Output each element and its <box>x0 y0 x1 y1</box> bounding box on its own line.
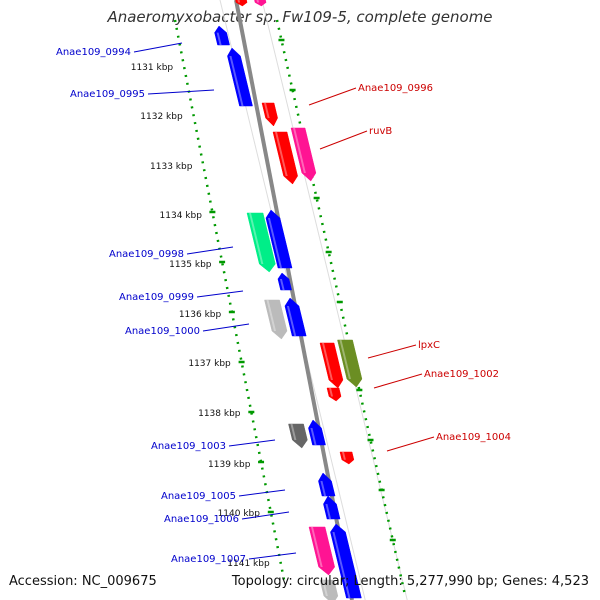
position-label: 1135 kbp <box>169 260 212 270</box>
gene-leader-line <box>373 373 423 389</box>
gene-arrow[interactable] <box>272 131 298 185</box>
gene-label[interactable]: Anae109_1005 <box>161 491 236 502</box>
gene-arrow-highlight <box>229 56 244 106</box>
gene-label[interactable]: Anae109_1004 <box>436 432 511 443</box>
gene-arrow-highlight <box>322 343 333 380</box>
gene-arrow[interactable] <box>326 387 342 402</box>
gene-arrow[interactable] <box>319 342 344 389</box>
gene-label[interactable]: ruvB <box>369 126 392 137</box>
gene-arrow[interactable] <box>214 25 230 46</box>
gene-leader-line <box>319 130 368 150</box>
position-label: 1132 kbp <box>140 112 183 122</box>
gene-arrow-highlight <box>237 0 241 3</box>
gene-arrow[interactable] <box>261 102 278 127</box>
position-label: 1131 kbp <box>131 63 174 73</box>
gene-arrow[interactable] <box>284 297 307 337</box>
gene-arrow-highlight <box>266 300 277 331</box>
position-label: 1141 kbp <box>227 559 270 569</box>
gene-arrow-highlight <box>249 213 264 264</box>
genome-summary: Topology: circular; Length: 5,277,990 bp… <box>231 574 589 589</box>
gene-arrow-highlight <box>286 306 297 336</box>
gene-arrow-highlight <box>339 340 351 379</box>
gene-arrow[interactable] <box>339 451 355 465</box>
gene-label[interactable]: Anae109_1000 <box>125 326 200 337</box>
position-label: 1134 kbp <box>160 211 203 221</box>
gene-arrow[interactable] <box>254 0 267 7</box>
gene-arrow-highlight <box>310 428 317 445</box>
gene-arrow-highlight <box>320 481 327 496</box>
gene-arrow[interactable] <box>319 579 339 600</box>
gene-arrow[interactable] <box>290 127 317 182</box>
gene-label[interactable]: Anae109_1002 <box>424 369 499 380</box>
gene-arrow-highlight <box>275 132 288 176</box>
gene-leader-line <box>228 439 276 447</box>
position-label: 1139 kbp <box>208 460 251 470</box>
gene-leader-line <box>241 511 290 520</box>
gene-label[interactable]: Anae109_0998 <box>109 249 184 260</box>
gene-arrow-highlight <box>329 388 334 397</box>
gene-arrow[interactable] <box>277 272 292 291</box>
gene-label[interactable]: Anae109_0994 <box>56 47 131 58</box>
gene-leader-line <box>186 246 234 255</box>
gene-arrow[interactable] <box>264 299 288 340</box>
gene-label[interactable]: Anae109_0995 <box>70 89 145 100</box>
gene-arrow[interactable] <box>288 423 308 449</box>
gene-arrow-highlight <box>267 218 283 268</box>
gene-arrow[interactable] <box>308 526 335 576</box>
position-label: 1137 kbp <box>188 359 231 369</box>
gene-leader-line <box>202 323 250 332</box>
gene-arrow[interactable] <box>318 472 336 497</box>
position-label: 1136 kbp <box>179 310 222 320</box>
track-edge-right <box>261 0 408 600</box>
position-label: 1140 kbp <box>218 509 261 519</box>
gene-leader-line <box>147 89 215 95</box>
gene-arrow-highlight <box>216 32 222 45</box>
gene-leader-line <box>238 489 286 497</box>
gene-arrow[interactable] <box>323 495 341 520</box>
gene-arrow[interactable] <box>330 523 362 599</box>
gene-arrow[interactable] <box>337 339 363 388</box>
gene-label[interactable]: Anae109_0996 <box>358 83 433 94</box>
gene-leader-line <box>196 290 244 298</box>
position-label: 1138 kbp <box>198 409 241 419</box>
gene-arrow-highlight <box>311 527 323 567</box>
accession-text: Accession: NC_009675 <box>9 574 157 589</box>
gene-label[interactable]: Anae109_0999 <box>119 292 194 303</box>
gene-leader-line <box>248 552 297 560</box>
gene-label[interactable]: Anae109_1006 <box>164 514 239 525</box>
position-label: 1133 kbp <box>150 162 193 172</box>
gene-arrow-highlight <box>342 452 346 460</box>
gene-leader-line <box>386 436 435 452</box>
genome-backbone <box>234 0 354 600</box>
gene-arrow[interactable] <box>308 419 326 446</box>
gene-arrow-highlight <box>325 504 332 519</box>
gene-arrow-highlight <box>279 278 285 290</box>
gene-arrow[interactable] <box>235 0 248 7</box>
gene-arrow[interactable] <box>265 209 293 269</box>
gene-label[interactable]: Anae109_1007 <box>171 554 246 565</box>
gene-leader-line <box>133 42 183 53</box>
gene-arrow[interactable] <box>246 212 276 273</box>
gene-arrow-highlight <box>256 0 260 3</box>
gene-leader-line <box>367 344 417 359</box>
map-title: Anaeromyxobacter sp. Fw109-5, complete g… <box>107 8 493 26</box>
gene-label[interactable]: Anae109_1003 <box>151 441 226 452</box>
gene-arrow-highlight <box>293 128 306 173</box>
gene-arrow-highlight <box>290 424 297 440</box>
gene-arrow-highlight <box>322 580 328 596</box>
gene-leader-line <box>308 87 357 106</box>
gene-arrow-highlight <box>264 103 270 118</box>
gene-label[interactable]: lpxC <box>418 340 440 351</box>
gene-arrow[interactable] <box>227 47 253 107</box>
gene-arrow-highlight <box>332 532 351 598</box>
